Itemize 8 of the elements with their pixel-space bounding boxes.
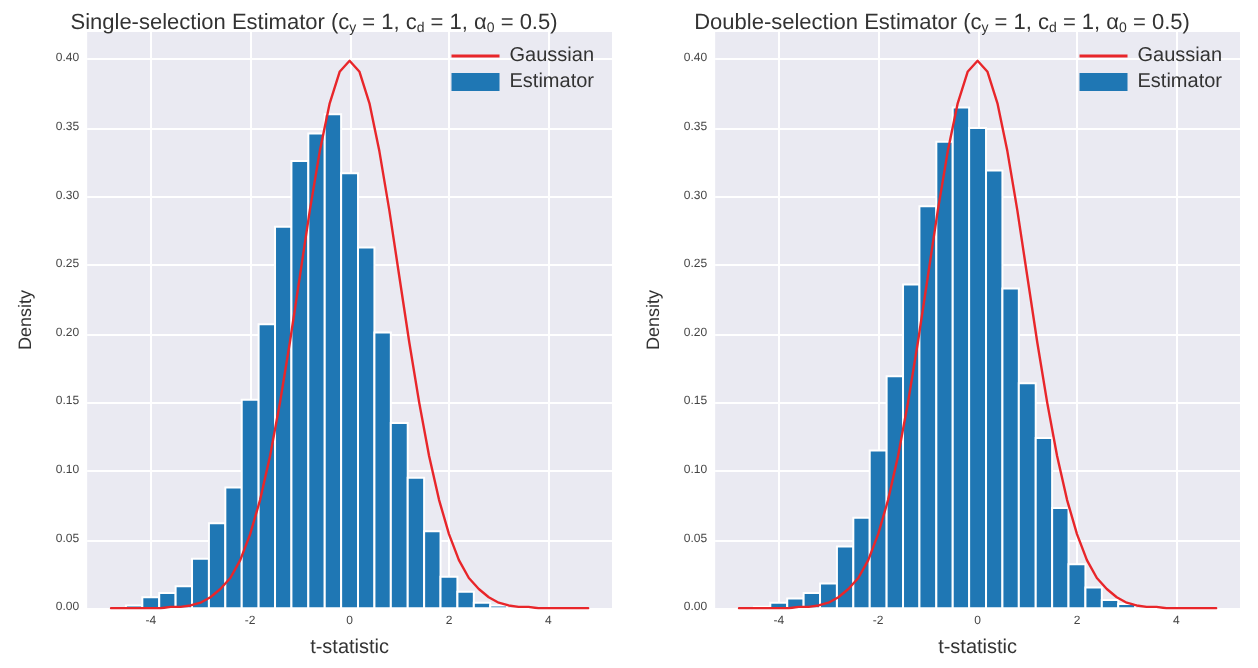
legend-label: Gaussian bbox=[509, 45, 595, 67]
x-axis-title: t-statistic bbox=[310, 637, 390, 659]
legend-label: Gaussian bbox=[1137, 45, 1223, 67]
y-axis-title: Density bbox=[15, 289, 35, 351]
legend-label: Estimator bbox=[509, 71, 596, 93]
y-axis-title: Density bbox=[643, 289, 663, 351]
x-axis-title: t-statistic bbox=[938, 637, 1018, 659]
legend-label: Estimator bbox=[1137, 71, 1224, 93]
